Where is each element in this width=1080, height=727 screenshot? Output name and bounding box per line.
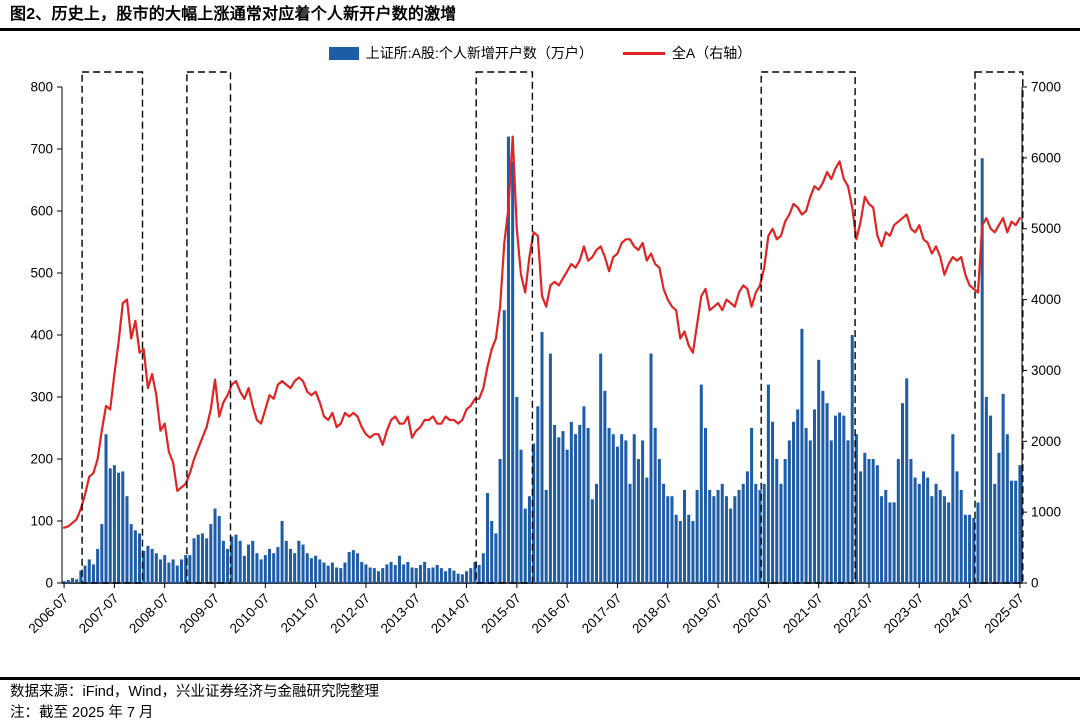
legend-item-bar-series: 上证所:A股:个人新增开户数（万户） xyxy=(328,43,593,63)
right-axis-labels: 0 1000 2000 3000 4000 5000 6000 7000 xyxy=(1022,80,1061,591)
line-series-label: 全A（右轴） xyxy=(671,45,752,61)
bar-series-label: 上证所:A股:个人新增开户数（万户） xyxy=(365,45,593,61)
svg-text:2022-07: 2022-07 xyxy=(830,591,876,637)
svg-text:7000: 7000 xyxy=(1031,80,1061,95)
svg-text:100: 100 xyxy=(30,514,53,529)
svg-text:600: 600 xyxy=(30,204,53,219)
svg-text:2000: 2000 xyxy=(1031,434,1061,449)
svg-text:2016-07: 2016-07 xyxy=(529,591,575,637)
svg-text:2011-07: 2011-07 xyxy=(278,591,323,636)
highlight-box xyxy=(760,71,856,584)
chart-legend: 上证所:A股:个人新增开户数（万户） 全A（右轴） xyxy=(0,43,1080,63)
chart-title: 图2、历史上，股市的大幅上涨通常对应着个人新开户数的激增 xyxy=(10,6,457,23)
line-series xyxy=(62,135,1021,529)
svg-text:2023-07: 2023-07 xyxy=(881,591,927,637)
data-source-note: 数据来源：iFind，Wind，兴业证券经济与金融研究院整理 xyxy=(10,684,379,700)
svg-text:400: 400 xyxy=(30,328,53,343)
title-row: 图2、历史上，股市的大幅上涨通常对应着个人新开户数的激增 xyxy=(0,0,1080,28)
svg-text:2021-07: 2021-07 xyxy=(780,591,826,637)
svg-text:2012-07: 2012-07 xyxy=(327,591,373,637)
svg-text:4000: 4000 xyxy=(1031,292,1061,307)
svg-text:2018-07: 2018-07 xyxy=(629,591,675,637)
highlight-box xyxy=(186,71,232,584)
chart-canvas: 0 100 200 300 400 500 600 700 800 0 1000 2000 3000 40… xyxy=(26,71,1061,636)
bar-series-swatch-icon xyxy=(328,46,359,60)
title-divider xyxy=(0,28,1080,31)
svg-text:2010-07: 2010-07 xyxy=(227,591,273,637)
svg-text:2013-07: 2013-07 xyxy=(378,591,424,637)
footer: 数据来源：iFind，Wind，兴业证券经济与金融研究院整理 注：截至 2025… xyxy=(10,682,379,724)
svg-text:2025-07: 2025-07 xyxy=(981,591,1027,637)
svg-text:500: 500 xyxy=(30,266,53,281)
bar-series xyxy=(62,136,1022,584)
left-axis-labels: 0 100 200 300 400 500 600 700 800 xyxy=(30,80,62,591)
x-axis-labels: 2006-07 2007-07 2008-07 2009-07 2010-07 2011-… xyxy=(26,583,1027,636)
highlight-box xyxy=(475,71,534,584)
svg-text:3000: 3000 xyxy=(1031,363,1061,378)
legend-item-line-series: 全A（右轴） xyxy=(622,43,752,63)
svg-text:2017-07: 2017-07 xyxy=(579,591,625,637)
svg-text:300: 300 xyxy=(30,390,53,405)
svg-text:0: 0 xyxy=(45,576,53,591)
line-series-swatch-icon xyxy=(622,51,665,55)
svg-text:2015-07: 2015-07 xyxy=(478,591,524,637)
cutoff-note: 注：截至 2025 年 7 月 xyxy=(10,705,154,721)
svg-text:2008-07: 2008-07 xyxy=(126,591,172,637)
svg-text:5000: 5000 xyxy=(1031,221,1061,236)
svg-text:2006-07: 2006-07 xyxy=(26,591,72,637)
svg-text:2019-07: 2019-07 xyxy=(680,591,726,637)
svg-text:2009-07: 2009-07 xyxy=(176,591,222,637)
highlight-boxes xyxy=(81,71,1024,584)
svg-text:2024-07: 2024-07 xyxy=(931,591,977,637)
footer-divider xyxy=(0,677,1080,680)
svg-text:1000: 1000 xyxy=(1031,505,1061,520)
svg-text:2007-07: 2007-07 xyxy=(76,591,122,637)
highlight-box xyxy=(974,71,1024,584)
svg-text:700: 700 xyxy=(30,142,53,157)
svg-text:800: 800 xyxy=(30,80,53,95)
svg-text:200: 200 xyxy=(30,452,53,467)
svg-text:2020-07: 2020-07 xyxy=(730,591,776,637)
svg-text:6000: 6000 xyxy=(1031,150,1061,165)
svg-text:0: 0 xyxy=(1031,576,1039,591)
svg-text:2014-07: 2014-07 xyxy=(428,591,474,637)
